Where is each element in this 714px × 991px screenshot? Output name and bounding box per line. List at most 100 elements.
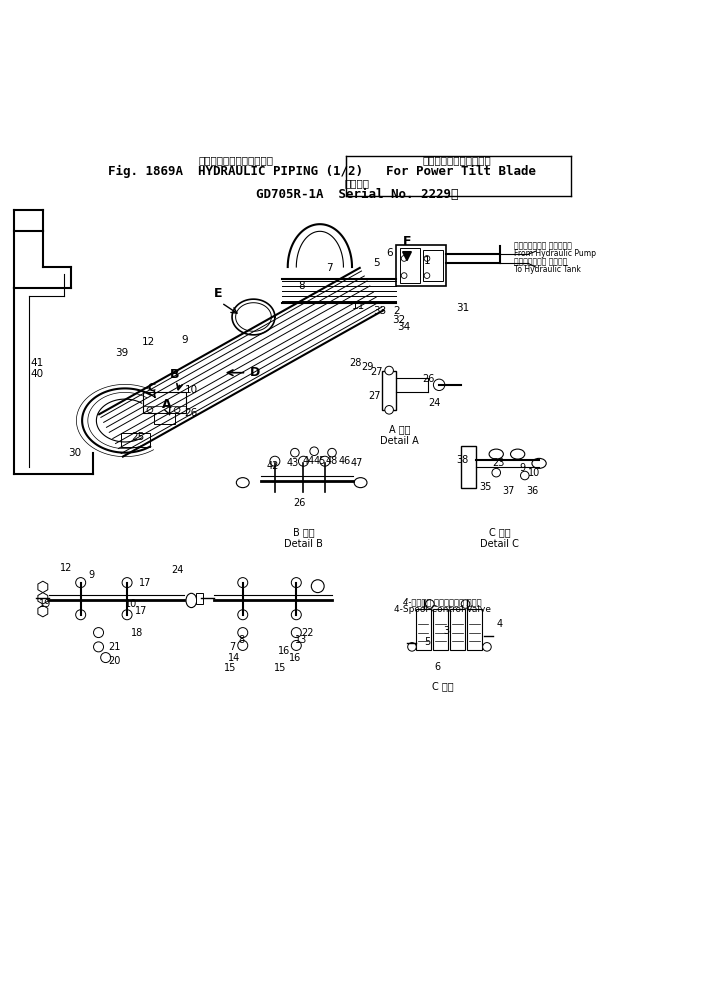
Text: 15: 15 — [223, 663, 236, 673]
Text: D: D — [250, 367, 260, 380]
Circle shape — [174, 407, 180, 412]
Text: パワーチルトブレード用: パワーチルトブレード用 — [423, 155, 491, 165]
Text: 6: 6 — [386, 248, 393, 258]
Text: 26: 26 — [185, 408, 198, 418]
Text: 27: 27 — [371, 367, 383, 377]
Text: 16: 16 — [288, 653, 301, 663]
Text: GD705R-1A  Serial No. 2229～: GD705R-1A Serial No. 2229～ — [256, 188, 458, 201]
Text: A: A — [161, 397, 171, 410]
Circle shape — [76, 578, 86, 588]
Text: 26: 26 — [422, 375, 435, 385]
Text: 47: 47 — [351, 459, 363, 469]
Text: 22: 22 — [301, 627, 313, 637]
Circle shape — [483, 642, 491, 651]
Ellipse shape — [511, 449, 525, 459]
Text: 12: 12 — [59, 563, 72, 574]
Circle shape — [310, 447, 318, 456]
Text: 10: 10 — [124, 599, 137, 609]
Circle shape — [311, 580, 324, 593]
Circle shape — [94, 642, 104, 652]
Text: 45: 45 — [313, 456, 326, 466]
Text: 39: 39 — [115, 348, 128, 358]
Text: 19: 19 — [39, 599, 51, 609]
Bar — [416, 609, 431, 650]
Bar — [450, 609, 465, 650]
Bar — [461, 446, 476, 489]
Text: 2: 2 — [393, 306, 400, 316]
Ellipse shape — [236, 478, 249, 488]
Bar — [433, 609, 448, 650]
Circle shape — [492, 469, 501, 477]
Circle shape — [291, 640, 301, 650]
Text: To Hydraulic Tank: To Hydraulic Tank — [514, 265, 581, 274]
Text: From Hydraulic Pump: From Hydraulic Pump — [514, 249, 596, 259]
Bar — [467, 609, 482, 650]
Circle shape — [122, 578, 132, 588]
Text: 5: 5 — [424, 637, 430, 647]
Bar — [143, 392, 186, 413]
Circle shape — [238, 627, 248, 637]
Ellipse shape — [489, 449, 503, 459]
Text: 24: 24 — [171, 566, 183, 576]
Bar — [382, 371, 396, 410]
Text: 9: 9 — [89, 571, 94, 581]
Text: 7: 7 — [326, 264, 333, 274]
Circle shape — [238, 640, 248, 650]
Text: 35: 35 — [479, 482, 492, 492]
Text: 9: 9 — [181, 335, 188, 345]
Circle shape — [426, 600, 434, 608]
Text: B 詳細
Detail B: B 詳細 Detail B — [284, 527, 323, 549]
Circle shape — [521, 472, 529, 480]
Text: 25: 25 — [131, 432, 144, 442]
Text: 7: 7 — [230, 642, 236, 652]
Circle shape — [291, 578, 301, 588]
Circle shape — [385, 367, 393, 375]
Text: 44: 44 — [302, 456, 315, 466]
Text: ハイドロリックパイピング: ハイドロリックパイピング — [198, 155, 273, 165]
Bar — [196, 593, 203, 605]
Bar — [423, 250, 443, 281]
Circle shape — [424, 256, 430, 262]
Text: 27: 27 — [368, 390, 381, 400]
Circle shape — [291, 609, 301, 619]
Text: 適用号機: 適用号機 — [344, 178, 370, 188]
Bar — [121, 433, 150, 447]
Text: 4: 4 — [497, 619, 503, 629]
Circle shape — [238, 609, 248, 619]
Text: 10: 10 — [185, 385, 198, 394]
Text: 6: 6 — [434, 662, 440, 672]
Text: 31: 31 — [456, 303, 469, 313]
Ellipse shape — [354, 478, 367, 488]
Text: 36: 36 — [526, 486, 539, 496]
Text: 14: 14 — [228, 653, 241, 663]
Text: 30: 30 — [69, 448, 81, 458]
Circle shape — [147, 407, 153, 412]
Text: 4-Spool Control Valve: 4-Spool Control Valve — [394, 606, 491, 614]
Circle shape — [122, 609, 132, 619]
Text: 37: 37 — [502, 486, 515, 496]
Bar — [396, 245, 446, 286]
Circle shape — [424, 273, 430, 278]
Ellipse shape — [186, 594, 196, 607]
Circle shape — [270, 456, 280, 466]
Text: 40: 40 — [31, 369, 44, 380]
Bar — [400, 249, 420, 282]
Circle shape — [291, 448, 299, 457]
Circle shape — [328, 448, 336, 457]
Circle shape — [76, 609, 86, 619]
Text: 8: 8 — [238, 634, 244, 645]
Text: 9: 9 — [520, 464, 526, 474]
Text: C: C — [147, 384, 156, 393]
Text: 33: 33 — [373, 306, 386, 316]
Circle shape — [461, 600, 470, 608]
Ellipse shape — [532, 459, 546, 469]
Circle shape — [94, 627, 104, 637]
Text: 23: 23 — [492, 459, 505, 469]
Text: C 詳細: C 詳細 — [432, 681, 453, 691]
Text: 4-スプール コントロール バルブ: 4-スプール コントロール バルブ — [403, 597, 482, 606]
Text: 20: 20 — [108, 656, 121, 666]
Text: 38: 38 — [456, 455, 469, 465]
Text: 24: 24 — [428, 397, 441, 407]
Text: 8: 8 — [298, 280, 306, 290]
Text: 28: 28 — [349, 359, 362, 369]
